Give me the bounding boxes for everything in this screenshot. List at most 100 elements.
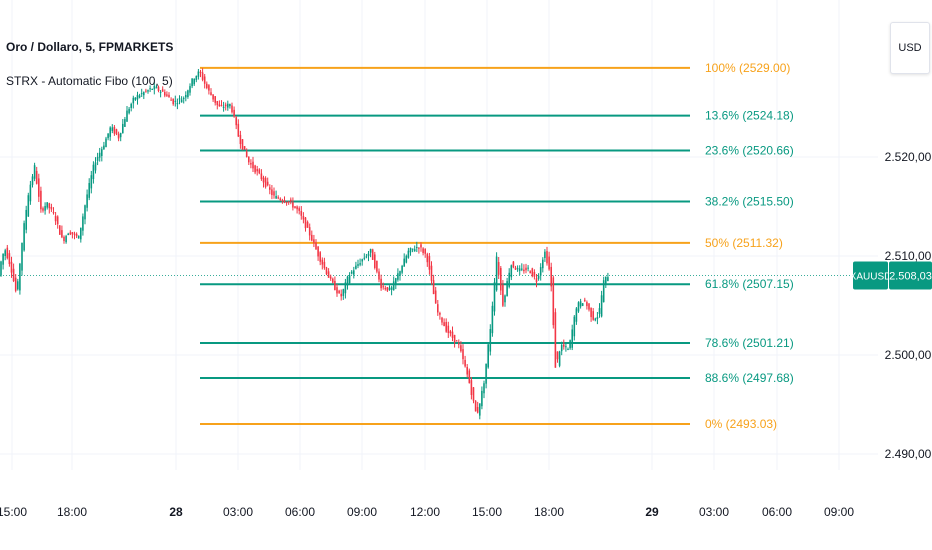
candle: [296, 205, 298, 214]
candle: [252, 156, 254, 172]
candle: [273, 187, 275, 199]
candle-body: [122, 123, 124, 134]
candle: [264, 176, 267, 189]
current-price-badge[interactable]: [889, 261, 932, 290]
candle-body: [250, 163, 252, 165]
candle-body: [531, 268, 534, 277]
candle: [48, 202, 51, 214]
candle: [117, 131, 120, 142]
candle: [418, 247, 420, 254]
candle-body: [191, 78, 193, 87]
time-axis-label: 03:00: [223, 505, 253, 519]
candle: [586, 300, 588, 310]
candle: [592, 308, 594, 321]
candle-body: [233, 109, 235, 117]
candle: [447, 321, 450, 338]
candle: [10, 256, 13, 278]
candle: [577, 301, 580, 313]
candle: [420, 242, 422, 252]
candle-body: [560, 345, 563, 352]
candle-body: [302, 216, 305, 220]
candle-body: [266, 181, 269, 186]
candle-body: [552, 277, 555, 326]
candle: [210, 88, 212, 96]
candle-body: [214, 96, 216, 103]
candle-body: [359, 263, 361, 265]
candle-body: [300, 210, 303, 216]
candle: [411, 248, 414, 253]
candle: [88, 178, 90, 201]
candle: [25, 205, 27, 234]
candle-body: [132, 97, 135, 104]
candle-body: [426, 254, 429, 263]
candle: [111, 124, 114, 134]
candle-body: [285, 202, 288, 204]
candle-body: [151, 88, 153, 90]
candle-body: [75, 233, 78, 237]
candle: [432, 274, 435, 295]
candle-body: [59, 225, 61, 235]
candle: [59, 225, 61, 235]
candle: [132, 95, 135, 109]
candle-body: [470, 380, 473, 395]
axes[interactable]: 2.520,00 2.510,00 2.500,00 2.490,00 XAUUSD2.…: [0, 150, 932, 519]
candle: [445, 318, 447, 333]
candle: [174, 95, 177, 107]
candle-body: [8, 253, 11, 265]
candle: [409, 247, 412, 256]
candle-body: [411, 248, 414, 250]
candle-body: [392, 281, 395, 291]
candle: [340, 289, 342, 301]
candle: [201, 68, 204, 82]
candle-body: [397, 273, 399, 280]
candle-body: [218, 104, 221, 107]
fibonacci-levels[interactable]: 100% (2529.00) 13.6% (2524.18) 23.6% (2520…: [200, 61, 794, 431]
candle: [206, 81, 208, 90]
candle: [336, 284, 338, 297]
candle-body: [556, 351, 559, 360]
symbol-badge[interactable]: [853, 261, 888, 290]
candle: [348, 272, 351, 285]
candle: [581, 303, 584, 307]
candle-body: [178, 98, 181, 100]
candle-body: [350, 271, 353, 274]
candle: [602, 276, 605, 303]
candle: [290, 197, 292, 205]
candle: [107, 133, 109, 141]
candle-body: [504, 295, 506, 303]
candle: [500, 266, 502, 295]
indicator-title[interactable]: STRX - Automatic Fibo (100, 5): [6, 74, 173, 88]
candle: [563, 339, 565, 350]
candle: [451, 326, 454, 342]
candle: [544, 249, 546, 262]
price-axis-label: 2.520,00: [885, 150, 932, 164]
candle: [573, 314, 576, 341]
candle: [479, 403, 481, 420]
candle-body: [485, 363, 487, 384]
candle-body: [348, 275, 351, 284]
currency-button[interactable]: USD: [890, 22, 930, 74]
price-axis-label: 2.490,00: [885, 447, 932, 461]
candle-body: [252, 161, 254, 169]
candle: [227, 100, 229, 111]
candle: [441, 316, 443, 326]
candle: [344, 278, 347, 299]
candle: [218, 100, 221, 107]
candle-body: [296, 206, 298, 210]
candle-body: [260, 173, 263, 180]
candle: [531, 267, 534, 278]
candle: [233, 106, 235, 118]
candle: [466, 364, 468, 378]
candle: [105, 136, 107, 148]
candle-body: [256, 169, 258, 172]
candle-body: [105, 138, 107, 148]
candle: [12, 263, 15, 283]
candle-body: [428, 256, 431, 270]
candle-body: [25, 209, 27, 230]
candle: [256, 165, 258, 176]
candle-body: [254, 165, 256, 173]
candle-body: [451, 331, 454, 338]
candle-body: [239, 134, 242, 145]
candle: [239, 130, 242, 149]
